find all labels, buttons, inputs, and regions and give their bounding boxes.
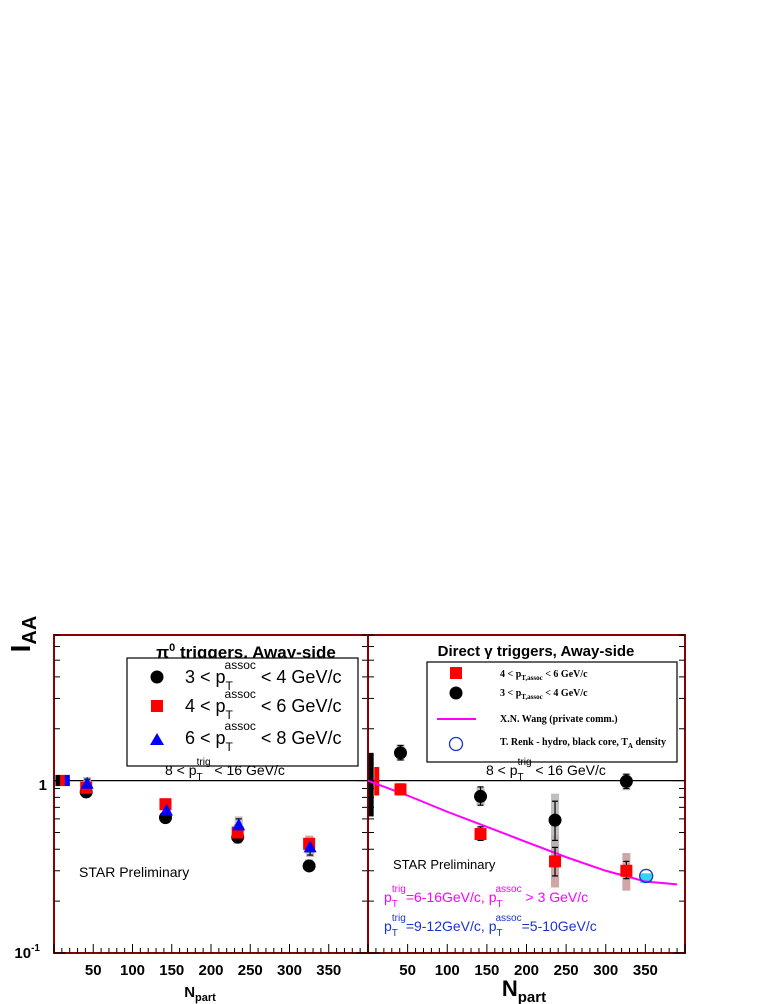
left-norm-bar xyxy=(60,774,66,787)
right-point-circle xyxy=(619,774,633,788)
left-legend-entry-3: 6 < pTassoc < 8 GeV/c xyxy=(185,719,341,754)
left-point-triangle xyxy=(80,776,94,789)
left-point-triangle xyxy=(232,818,246,831)
left-legend-entry-2: 4 < pTassoc < 6 GeV/c xyxy=(185,687,341,722)
left-legend: 3 < pTassoc < 4 GeV/c 4 < pTassoc < 6 Ge… xyxy=(126,657,359,767)
right-point-square xyxy=(620,864,633,877)
right-x-tick-label: 300 xyxy=(593,962,618,979)
right-panel: Direct γ triggers, Away-side 4 < pT,asso… xyxy=(367,634,686,1004)
left-x-tick-label: 350 xyxy=(316,962,341,979)
left-legend-marker-circle xyxy=(150,670,164,684)
right-axis-ticks xyxy=(367,634,686,954)
left-panel: π0 triggers, Away-side 3 < pTassoc < 4 G… xyxy=(53,634,369,1004)
right-star-preliminary: STAR Preliminary xyxy=(393,857,496,872)
right-condition-1: pTtrig=6-16GeV/c, pTassoc > 3 GeV/c xyxy=(384,884,588,910)
right-x-tick-label: 150 xyxy=(474,962,499,979)
left-x-tick-label: 100 xyxy=(120,962,145,979)
left-x-tick-label: 200 xyxy=(198,962,223,979)
right-point-circle xyxy=(393,746,407,760)
left-axis-ticks xyxy=(53,634,369,954)
right-legend-marker-open-circle xyxy=(448,736,464,752)
right-point-circle xyxy=(474,789,488,803)
right-panel-title: Direct γ triggers, Away-side xyxy=(438,643,635,660)
right-markers xyxy=(393,746,654,884)
left-x-tick-label: 50 xyxy=(85,962,102,979)
left-legend-box xyxy=(126,657,359,767)
y-tick-label-1: 1 xyxy=(39,777,47,794)
left-x-tick-label: 250 xyxy=(238,962,263,979)
right-x-tick-label: 200 xyxy=(514,962,539,979)
right-legend-marker-square xyxy=(450,667,462,679)
left-point-triangle xyxy=(303,840,317,853)
y-axis-label: IAA xyxy=(5,616,41,653)
right-x-axis-label: Npart xyxy=(502,976,546,1004)
right-legend-entry-1: 4 < pT,assoc < 6 GeV/c xyxy=(500,669,588,682)
right-x-tick-label: 50 xyxy=(399,962,416,979)
left-star-preliminary: STAR Preliminary xyxy=(79,864,189,880)
right-legend-entry-2: 3 < pT,assoc < 4 GeV/c xyxy=(500,688,588,701)
right-condition-2: pTtrig=9-12GeV/c, pTassoc=5-10GeV/c xyxy=(384,913,597,939)
renk-band xyxy=(640,873,653,883)
right-point-square xyxy=(474,828,487,841)
right-legend-box xyxy=(426,661,678,763)
left-norm-bar xyxy=(55,774,61,787)
right-normalization-bars xyxy=(368,752,380,817)
right-point-square xyxy=(549,855,562,868)
left-point-triangle xyxy=(159,803,173,816)
left-x-tick-label: 150 xyxy=(159,962,184,979)
left-point-circle xyxy=(302,859,316,873)
renk-point-open-circle xyxy=(639,868,654,884)
left-norm-bar xyxy=(64,774,70,787)
left-panel-title: π0 triggers, Away-side xyxy=(156,642,336,662)
left-legend-marker-square xyxy=(151,700,163,712)
left-point-square xyxy=(159,798,172,811)
left-legend-entry-1: 3 < pTassoc < 4 GeV/c xyxy=(185,658,341,693)
right-legend-entry-4: T. Renk - hydro, black core, TA density xyxy=(500,737,666,750)
xn-wang-curve xyxy=(367,779,678,886)
right-trigger-range: 8 < pTtrig < 16 GeV/c xyxy=(486,757,606,783)
right-norm-bar xyxy=(374,767,380,796)
right-norm-bar xyxy=(368,752,374,817)
right-point-square xyxy=(394,783,407,796)
y-tick-label-0.1: 10-1 xyxy=(14,943,40,962)
right-x-tick-label: 250 xyxy=(554,962,579,979)
right-legend-entry-3: X.N. Wang (private comm.) xyxy=(500,714,618,725)
left-normalization-bars xyxy=(55,774,70,787)
right-x-tick-label: 350 xyxy=(633,962,658,979)
x-tick-labels: 50 100 150 200 250 300 350 50 100 150 200 250 300 350 xyxy=(85,962,658,979)
right-legend-marker-circle xyxy=(449,686,463,700)
left-x-tick-label: 300 xyxy=(277,962,302,979)
left-x-axis-label: Npart xyxy=(184,984,216,1004)
left-markers xyxy=(79,776,317,873)
left-legend-marker-triangle xyxy=(150,733,164,745)
left-trigger-range: 8 < pTtrig < 16 GeV/c xyxy=(165,757,285,783)
right-legend: 4 < pT,assoc < 6 GeV/c 3 < pT,assoc < 4 … xyxy=(426,661,678,763)
right-x-tick-label: 100 xyxy=(435,962,460,979)
right-point-circle xyxy=(548,813,562,827)
